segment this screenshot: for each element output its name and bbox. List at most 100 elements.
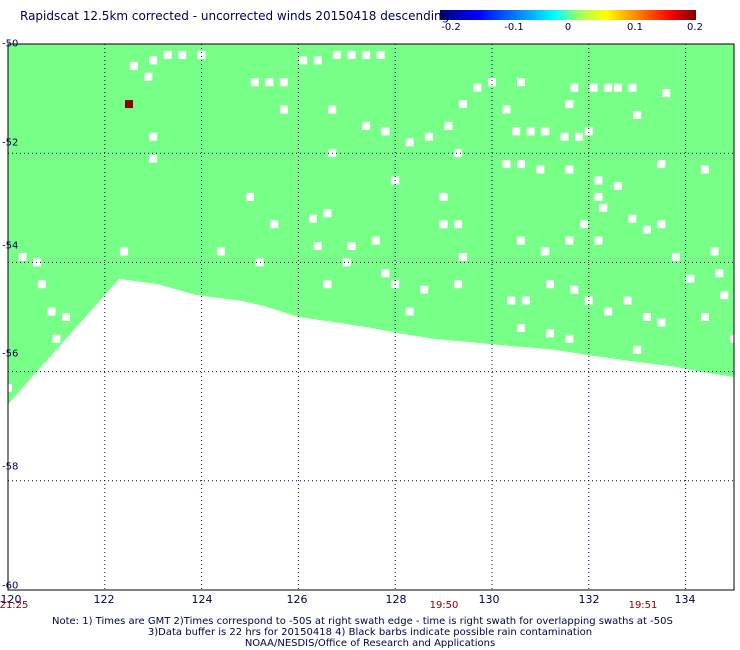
- missing-cell: [517, 160, 526, 169]
- x-tick-label: 130: [478, 593, 500, 606]
- missing-cell: [594, 192, 603, 201]
- missing-cell: [720, 291, 729, 300]
- missing-cell: [163, 50, 172, 59]
- missing-cell: [671, 252, 680, 261]
- footnote-line-1: Note: 1) Times are GMT 2)Times correspon…: [52, 616, 673, 627]
- missing-cell: [700, 313, 709, 321]
- x-tick-label: 134: [674, 593, 696, 606]
- missing-cell: [52, 334, 61, 343]
- missing-cell: [541, 247, 550, 256]
- missing-cell: [502, 160, 511, 169]
- missing-cell: [507, 296, 516, 305]
- x-tick-label: 120: [0, 593, 22, 606]
- missing-cell: [313, 242, 322, 251]
- missing-cell: [560, 132, 569, 141]
- missing-cell: [565, 165, 574, 174]
- missing-cell: [308, 214, 317, 223]
- missing-cell: [71, 356, 80, 365]
- missing-cell: [454, 220, 463, 229]
- missing-cell: [686, 274, 695, 283]
- x-tick-label: 124: [191, 593, 213, 606]
- missing-cell: [541, 127, 550, 136]
- missing-cell: [216, 247, 225, 256]
- chart-title: Rapidscat 12.5km corrected - uncorrected…: [20, 9, 450, 23]
- missing-cell: [381, 269, 390, 278]
- missing-cell: [250, 78, 259, 87]
- missing-cell: [313, 56, 322, 65]
- missing-cell: [594, 176, 603, 185]
- missing-cell: [584, 127, 593, 136]
- y-tick-label: -52: [2, 137, 19, 149]
- missing-cell: [18, 252, 27, 261]
- missing-cell: [565, 236, 574, 245]
- missing-cells: [4, 50, 738, 398]
- colorbar: [440, 10, 696, 20]
- missing-cell: [633, 110, 642, 119]
- missing-cell: [342, 258, 351, 267]
- missing-cell: [323, 209, 332, 218]
- missing-cell: [270, 220, 279, 229]
- missing-cell: [458, 252, 467, 261]
- missing-cell: [47, 307, 56, 316]
- missing-cell: [323, 280, 332, 289]
- missing-cell: [570, 285, 579, 294]
- wind-field: [8, 44, 734, 405]
- missing-cell: [546, 329, 555, 338]
- grid-lines: [8, 44, 734, 590]
- missing-cell: [76, 389, 85, 398]
- missing-cell: [599, 203, 608, 212]
- missing-cell: [628, 214, 637, 223]
- x-tick-label: 122: [93, 593, 115, 606]
- missing-cell: [405, 138, 414, 147]
- missing-cell: [178, 50, 187, 59]
- y-tick-label: -56: [2, 348, 19, 360]
- missing-cell: [33, 258, 42, 267]
- missing-cell: [517, 323, 526, 332]
- missing-cell: [517, 236, 526, 245]
- time-label: 19:50: [429, 600, 459, 611]
- missing-cell: [439, 192, 448, 201]
- missing-cell: [149, 154, 158, 163]
- missing-cell: [589, 83, 598, 92]
- missing-cell: [536, 165, 545, 174]
- missing-cell: [255, 258, 264, 267]
- y-tick-label: -58: [2, 461, 19, 473]
- missing-cell: [594, 236, 603, 245]
- missing-cell: [700, 165, 709, 174]
- missing-cell: [488, 78, 496, 87]
- missing-cell: [565, 334, 574, 343]
- missing-cell: [662, 89, 671, 98]
- missing-cell: [657, 318, 666, 327]
- missing-cell: [265, 78, 274, 87]
- missing-cell: [613, 181, 622, 190]
- missing-cell: [328, 105, 337, 114]
- missing-cell: [362, 121, 371, 130]
- missing-cell: [376, 50, 385, 59]
- missing-cell: [299, 56, 308, 65]
- missing-cell: [633, 345, 642, 354]
- plot-frame: [7, 43, 735, 591]
- missing-cell: [458, 100, 467, 109]
- missing-cell: [715, 269, 724, 278]
- missing-cell: [371, 236, 380, 245]
- missing-cell: [628, 83, 637, 92]
- missing-cell: [613, 83, 622, 92]
- missing-cell: [444, 121, 453, 130]
- missing-cell: [570, 83, 579, 92]
- missing-cell: [473, 83, 482, 92]
- missing-cell: [129, 61, 138, 70]
- colorbar-tick: 0: [564, 22, 572, 33]
- missing-cell: [425, 132, 434, 141]
- missing-cell: [120, 247, 129, 256]
- missing-cell: [579, 220, 588, 229]
- missing-cell: [642, 313, 651, 321]
- missing-cell: [420, 285, 429, 294]
- colorbar-tick: 0.1: [627, 22, 643, 33]
- x-tick-label: 126: [286, 593, 308, 606]
- missing-cell: [62, 367, 71, 376]
- x-tick-label: 128: [385, 593, 407, 606]
- missing-cell: [454, 280, 463, 289]
- missing-cell: [62, 313, 71, 321]
- footnote-credit: NOAA/NESDIS/Office of Research and Appli…: [244, 638, 496, 649]
